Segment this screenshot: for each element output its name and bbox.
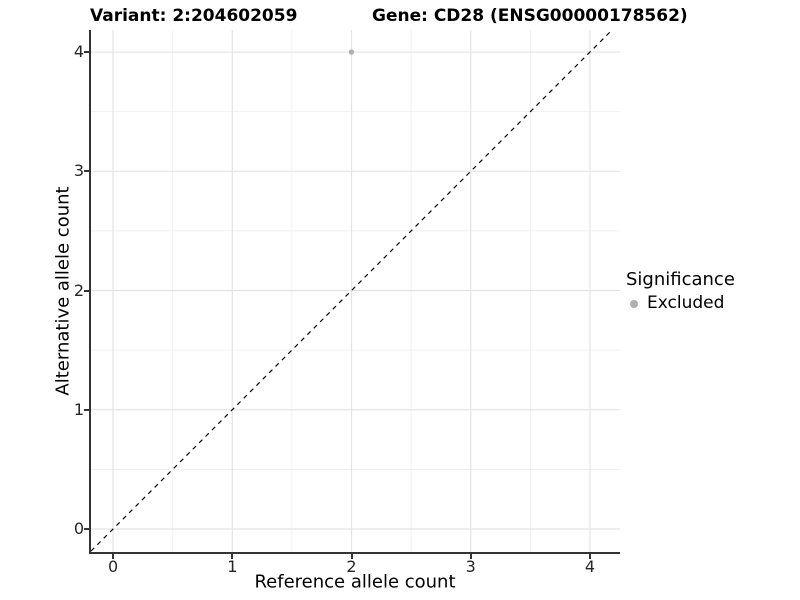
excluded-point-icon [630,299,638,308]
data-point-excluded [348,49,355,55]
legend: Significance Excluded [626,268,735,314]
x-axis-title: Reference allele count [254,571,456,593]
x-tick-label: 4 [584,557,596,576]
y-tick-label: 1 [73,399,84,419]
legend-item-excluded: Excluded [626,293,735,314]
y-tick-label: 0 [73,518,84,538]
y-tick-label: 3 [73,161,84,181]
legend-title: Significance [626,269,735,290]
y-tick-mark [84,527,89,530]
x-tick-label: 0 [107,557,119,576]
plot-panel [89,30,620,554]
y-tick-label: 4 [73,42,84,62]
plot-canvas [91,30,620,552]
x-tick-label: 2 [346,557,357,576]
y-tick-mark [84,170,89,173]
plot-title-variant: Variant: 2:204602059 [90,6,298,26]
y-tick-mark [84,408,89,411]
x-tick-label: 3 [465,557,476,576]
y-tick-mark [84,289,89,292]
identity-line [91,30,613,552]
y-tick-label: 2 [73,280,84,300]
x-tick-mark [231,554,234,559]
x-tick-mark [469,554,472,559]
legend-item-label: Excluded [647,293,725,313]
y-tick-mark [84,51,89,54]
x-tick-mark [350,554,353,559]
x-tick-label: 1 [227,557,238,576]
plot-title-gene: Gene: CD28 (ENSG00000178562) [372,6,688,26]
x-tick-mark [112,554,115,559]
x-tick-mark [588,554,591,559]
